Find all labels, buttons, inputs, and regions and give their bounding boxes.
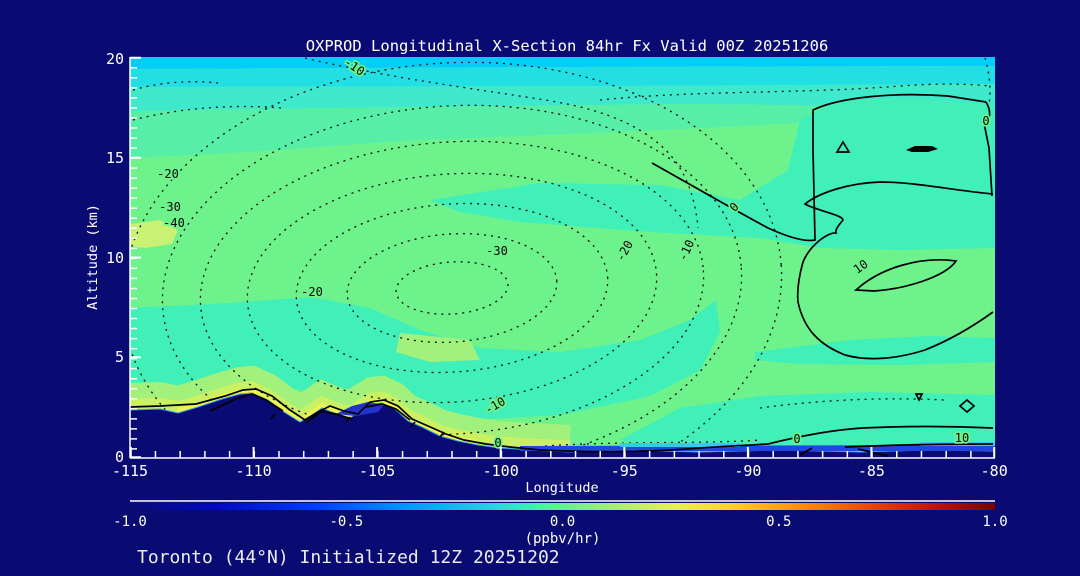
- contour-label: -40: [163, 216, 185, 230]
- contour-ten-surface: [844, 443, 994, 448]
- contour-arc-left-2: [132, 81, 219, 91]
- fill-band-cyan: [130, 66, 995, 87]
- contour-label: -20: [157, 167, 179, 181]
- y-axis-label: Altitude (km): [85, 204, 101, 310]
- contour-terrain-spurs: [270, 413, 445, 438]
- contour-arc-right-edge: [984, 57, 991, 106]
- fill-terrain-band-lightgreen: [130, 365, 571, 451]
- contour-zero-right-edge: [983, 101, 993, 197]
- colorbar-tick-label: 0.5: [766, 514, 791, 530]
- contour-ring-1: [161, 104, 743, 458]
- contour-label: 0: [494, 436, 501, 450]
- contour-label: -20: [301, 285, 323, 299]
- contour-marker-lens: [906, 146, 938, 152]
- fill-band-cyan-top: [130, 57, 995, 69]
- solid-contours: [651, 93, 994, 360]
- contour-marker-arrow: [914, 393, 924, 402]
- terrain-contours: [130, 388, 994, 457]
- fill-teal-strip-right: [755, 336, 995, 365]
- contour-label: 0: [982, 114, 989, 128]
- y-tick-label: 15: [106, 149, 124, 167]
- colorbar-gradient: [130, 503, 995, 510]
- filled-contour-field: [130, 57, 995, 458]
- contour-ring-0: [130, 61, 783, 458]
- colorbar-tick-label: -1.0: [113, 514, 147, 530]
- contour-zero-terrain: [130, 388, 994, 453]
- contour-label: -30: [159, 200, 181, 214]
- x-tick-label: -100: [483, 462, 519, 480]
- y-tick-label: 10: [106, 249, 124, 267]
- dotted-contours-negative: [130, 57, 991, 458]
- axis-tick-labels: 20 15 10 5 0 -115 -110 -105 -100 -95 -90…: [106, 50, 1008, 480]
- contour-ring-3: [246, 172, 658, 404]
- chart-title: OXPROD Longitudinal X-Section 84hr Fx Va…: [306, 37, 829, 55]
- axes: [129, 56, 996, 459]
- contour-marker-triangle: [835, 140, 851, 153]
- contour-label: 0: [793, 432, 800, 446]
- y-tick-label: 20: [106, 50, 124, 68]
- y-axis-major-ticks: [130, 56, 141, 459]
- contour-arc-bottom: [544, 439, 763, 447]
- fill-band-turquoise: [130, 84, 995, 111]
- x-tick-label: -90: [734, 462, 761, 480]
- contour-arc-upper-right: [599, 83, 991, 101]
- x-tick-label: -115: [112, 462, 148, 480]
- y-tick-label: 0: [115, 448, 124, 466]
- contour-ring-5: [346, 232, 558, 344]
- fill-band-teal-green: [130, 104, 995, 158]
- contour-zero-terrain-inner-2: [305, 410, 353, 424]
- colorbar: -1.0 -0.5 0.0 0.5 1.0 (ppbv/hr): [113, 500, 1008, 547]
- y-tick-label: 5: [115, 348, 124, 366]
- contour-marker-diamond: [958, 398, 976, 414]
- colorbar-tick-label: -0.5: [329, 514, 363, 530]
- contour-ten-inner-lens: [853, 259, 958, 292]
- contour-label: 10: [955, 431, 969, 445]
- contour-zero-terrain-inner-1: [209, 393, 284, 412]
- x-tick-label: -85: [858, 462, 885, 480]
- contour-ring-4: [295, 202, 609, 374]
- contour-arc-top: [304, 57, 699, 229]
- contour-surface-spurs: [799, 447, 889, 457]
- x-tick-label: -105: [359, 462, 395, 480]
- x-axis-major-ticks: [129, 447, 996, 458]
- fill-cyan-surface-strip-1: [620, 443, 740, 447]
- contour-arc-bottom-right: [759, 398, 946, 409]
- contour-label: -30: [486, 244, 508, 258]
- x-tick-label: -95: [611, 462, 638, 480]
- contour-zero-terrain-inner-3: [365, 403, 411, 421]
- fill-teal-upper-right: [430, 98, 995, 250]
- fill-teal-bottom-right: [620, 392, 995, 446]
- fill-lightgreen-wedge: [396, 333, 480, 362]
- colorbar-tick-label: 1.0: [982, 514, 1007, 530]
- contour-ring-2: [199, 140, 705, 436]
- fill-yellowgreen-patch-left: [130, 220, 178, 248]
- colorbar-units-label: (ppbv/hr): [525, 531, 601, 547]
- contour-ring-6: [395, 261, 509, 315]
- x-axis-label: Longitude: [525, 480, 598, 496]
- x-tick-label: -80: [981, 462, 1008, 480]
- colorbar-tick-label: 0.0: [550, 514, 575, 530]
- x-tick-label: -110: [236, 462, 272, 480]
- contour-zero-upper: [651, 93, 987, 242]
- initialization-caption: Toronto (44°N) Initialized 12Z 20251202: [137, 547, 560, 568]
- contour-ten-outer: [796, 181, 994, 360]
- fill-terrain-band-yellow: [177, 388, 479, 446]
